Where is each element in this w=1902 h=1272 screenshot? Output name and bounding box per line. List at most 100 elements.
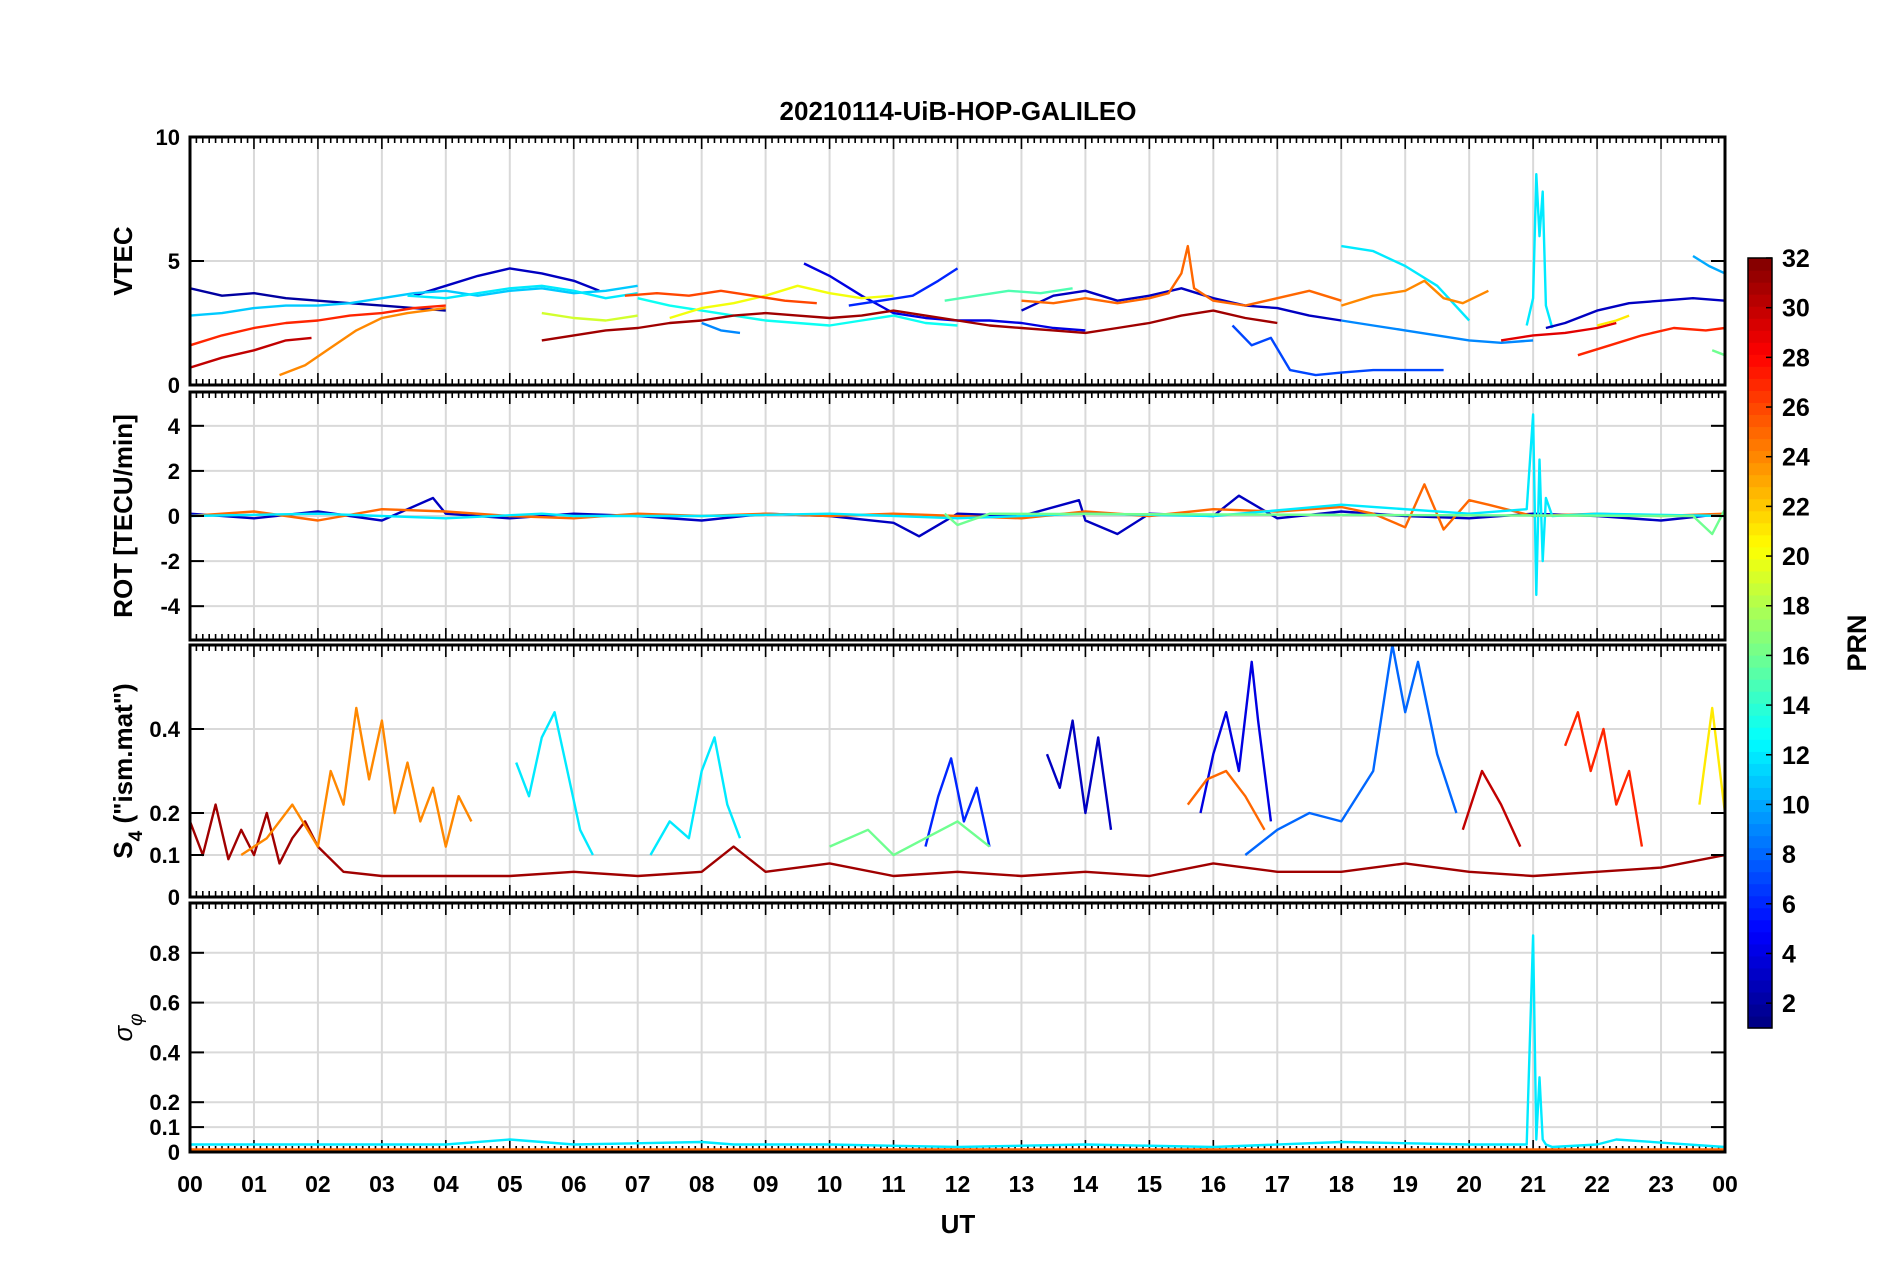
colorbar-segment — [1748, 919, 1772, 933]
y-axis-label-base: S — [108, 841, 138, 858]
series-line-prn-3 — [1020, 287, 1342, 322]
series-line-prn-3 — [1045, 719, 1113, 830]
x-tick-label: 00 — [177, 1171, 203, 1197]
series-line-prn-16 — [1711, 349, 1725, 357]
colorbar-segment — [1748, 895, 1772, 909]
series-line-prn-3 — [1545, 297, 1725, 330]
y-tick-label: 0.4 — [149, 717, 180, 742]
series-line-prn-21 — [1596, 314, 1630, 327]
series-line-prn-7 — [1231, 324, 1444, 377]
colorbar-segment — [1748, 691, 1772, 704]
x-axis: 00 01 02 03 04 05 06 07 08 09 10 11 12 13 14 15 16 17 18 19… — [177, 1171, 1738, 1197]
colorbar-segment — [1748, 618, 1772, 632]
y-tick-label: 0 — [168, 885, 180, 910]
y-tick-label: 0.4 — [149, 1040, 180, 1065]
colorbar-segment — [1748, 823, 1772, 837]
colorbar-segment — [1748, 450, 1772, 464]
x-tick-label: 05 — [497, 1171, 523, 1197]
colorbar-segment — [1748, 787, 1772, 801]
colorbar-segment — [1748, 679, 1772, 692]
colorbar-segment — [1748, 835, 1772, 849]
colorbar-tick-label: 32 — [1782, 245, 1810, 273]
series-line-prn-13 — [637, 297, 958, 327]
x-tick-label: 02 — [305, 1171, 331, 1197]
y-tick-label: 0.6 — [149, 991, 180, 1016]
colorbar-tick-label: 18 — [1782, 593, 1810, 621]
y-axis-label-base: σ — [108, 1025, 138, 1042]
colorbar-segment — [1748, 667, 1772, 680]
x-tick-label: 21 — [1520, 1171, 1546, 1197]
series-line-prn-12 — [190, 413, 1725, 597]
colorbar-tick-label: 22 — [1782, 493, 1810, 521]
series-line-prn-9 — [701, 321, 741, 335]
x-tick-label: 04 — [433, 1171, 459, 1197]
x-tick-label: 15 — [1137, 1171, 1163, 1197]
x-axis-label: UT — [941, 1209, 976, 1239]
colorbar-segment — [1748, 606, 1772, 620]
series-line-prn-27 — [190, 304, 446, 347]
x-tick-label: 19 — [1392, 1171, 1418, 1197]
series-line-prn-30 — [1461, 769, 1522, 848]
x-tick-label: 09 — [753, 1171, 779, 1197]
colorbar-segment — [1748, 318, 1772, 331]
colorbar-segment — [1748, 438, 1772, 452]
panel-frame — [188, 901, 1727, 1154]
colorbar-tick-label: 28 — [1782, 344, 1810, 372]
colorbar-segment — [1748, 426, 1772, 440]
colorbar-label: PRN — [1842, 614, 1872, 671]
colorbar-segment — [1748, 510, 1772, 524]
colorbar-segment — [1748, 558, 1772, 572]
x-tick-label: 13 — [1009, 1171, 1035, 1197]
series-line-prn-3 — [413, 267, 600, 297]
series-line-prn-24 — [1340, 279, 1489, 307]
colorbar-tick-label: 6 — [1782, 891, 1796, 919]
series-line-prn-30 — [190, 336, 312, 369]
y-axis-label: ROT [TECU/min] — [108, 414, 138, 618]
y-axis-label-subscript: 4 — [126, 830, 147, 841]
series-line-prn-10 — [1692, 254, 1725, 275]
y-axis-label-rest: ("ism.mat") — [108, 683, 138, 830]
colorbar-segment — [1748, 498, 1772, 512]
x-tick-label: 18 — [1328, 1171, 1354, 1197]
colorbar-tick-label: 8 — [1782, 841, 1796, 869]
colorbar-segment — [1748, 486, 1772, 500]
panel-series — [190, 645, 1725, 878]
colorbar-segment — [1748, 474, 1772, 488]
colorbar-tick-label: 4 — [1782, 940, 1796, 968]
series-line-prn-11 — [190, 284, 638, 317]
colorbar-segment — [1748, 703, 1772, 716]
colorbar-segment — [1748, 979, 1772, 993]
colorbar-segment — [1748, 414, 1772, 428]
x-tick-label: 07 — [625, 1171, 651, 1197]
colorbar-segment — [1748, 354, 1772, 367]
series-line-prn-24 — [279, 306, 446, 377]
colorbar-segment — [1748, 847, 1772, 861]
colorbar-tick-label: 24 — [1782, 444, 1810, 472]
x-tick-label: 17 — [1264, 1171, 1290, 1197]
series-line-prn-21 — [1698, 706, 1725, 814]
colorbar-segment — [1748, 763, 1772, 776]
series-line-prn-16 — [829, 820, 991, 857]
series-line-prn-6 — [848, 267, 959, 307]
colorbar-segment — [1748, 330, 1772, 343]
colorbar-tick-label: 26 — [1782, 394, 1810, 422]
series-line-prn-2 — [190, 287, 446, 312]
panel-4: 00.10.2 0.4 0.6 0.8 σφ — [108, 901, 1727, 1165]
series-line-prn-29 — [1500, 321, 1617, 342]
x-tick-label: 16 — [1201, 1171, 1227, 1197]
colorbar-segment — [1748, 799, 1772, 813]
series-line-prn-12 — [1525, 172, 1554, 329]
y-tick-label: 10 — [156, 125, 180, 150]
y-tick-label: 0.2 — [149, 1090, 180, 1115]
x-tick-label: 14 — [1073, 1171, 1099, 1197]
colorbar-segment — [1748, 943, 1772, 957]
colorbar-segment — [1748, 655, 1772, 668]
colorbar-segment — [1748, 883, 1772, 897]
y-tick-label: 5 — [168, 249, 180, 274]
colorbar-segment — [1748, 342, 1772, 355]
y-axis-label: VTEC — [108, 226, 138, 296]
y-tick-label: 0 — [168, 373, 180, 398]
colorbar-segment — [1748, 1015, 1772, 1029]
